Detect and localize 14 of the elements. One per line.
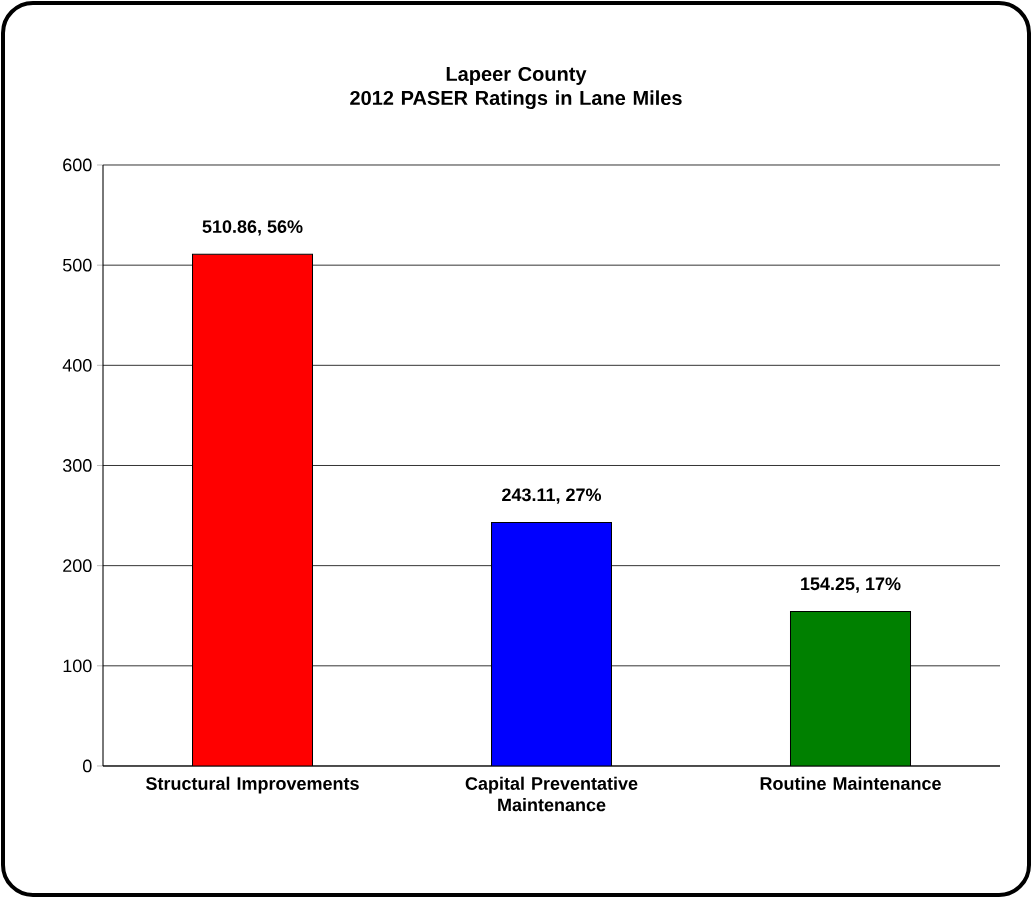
x-tick-label: Structural Improvements	[146, 776, 359, 794]
y-tick-label: 0	[82, 759, 92, 773]
y-tick-label: 200	[63, 559, 92, 573]
data-label: 510.86, 56%	[202, 220, 303, 236]
x-tick-label: Routine Maintenance	[760, 776, 941, 790]
x-tick-label: Capital Preventative Maintenance	[465, 776, 638, 812]
y-tick-label: 500	[62, 258, 92, 272]
y-tick-label: 400	[62, 358, 92, 372]
data-label: 243.11, 27%	[502, 488, 602, 504]
y-tick-label: 600	[63, 158, 92, 172]
y-tick-label: 300	[62, 459, 92, 472]
chart-title: Lapeer County 2012 PASER Ratings in Lane Miles	[350, 66, 682, 110]
data-label: 154.25, 17%	[801, 577, 901, 593]
y-tick-label: 100	[63, 659, 92, 673]
